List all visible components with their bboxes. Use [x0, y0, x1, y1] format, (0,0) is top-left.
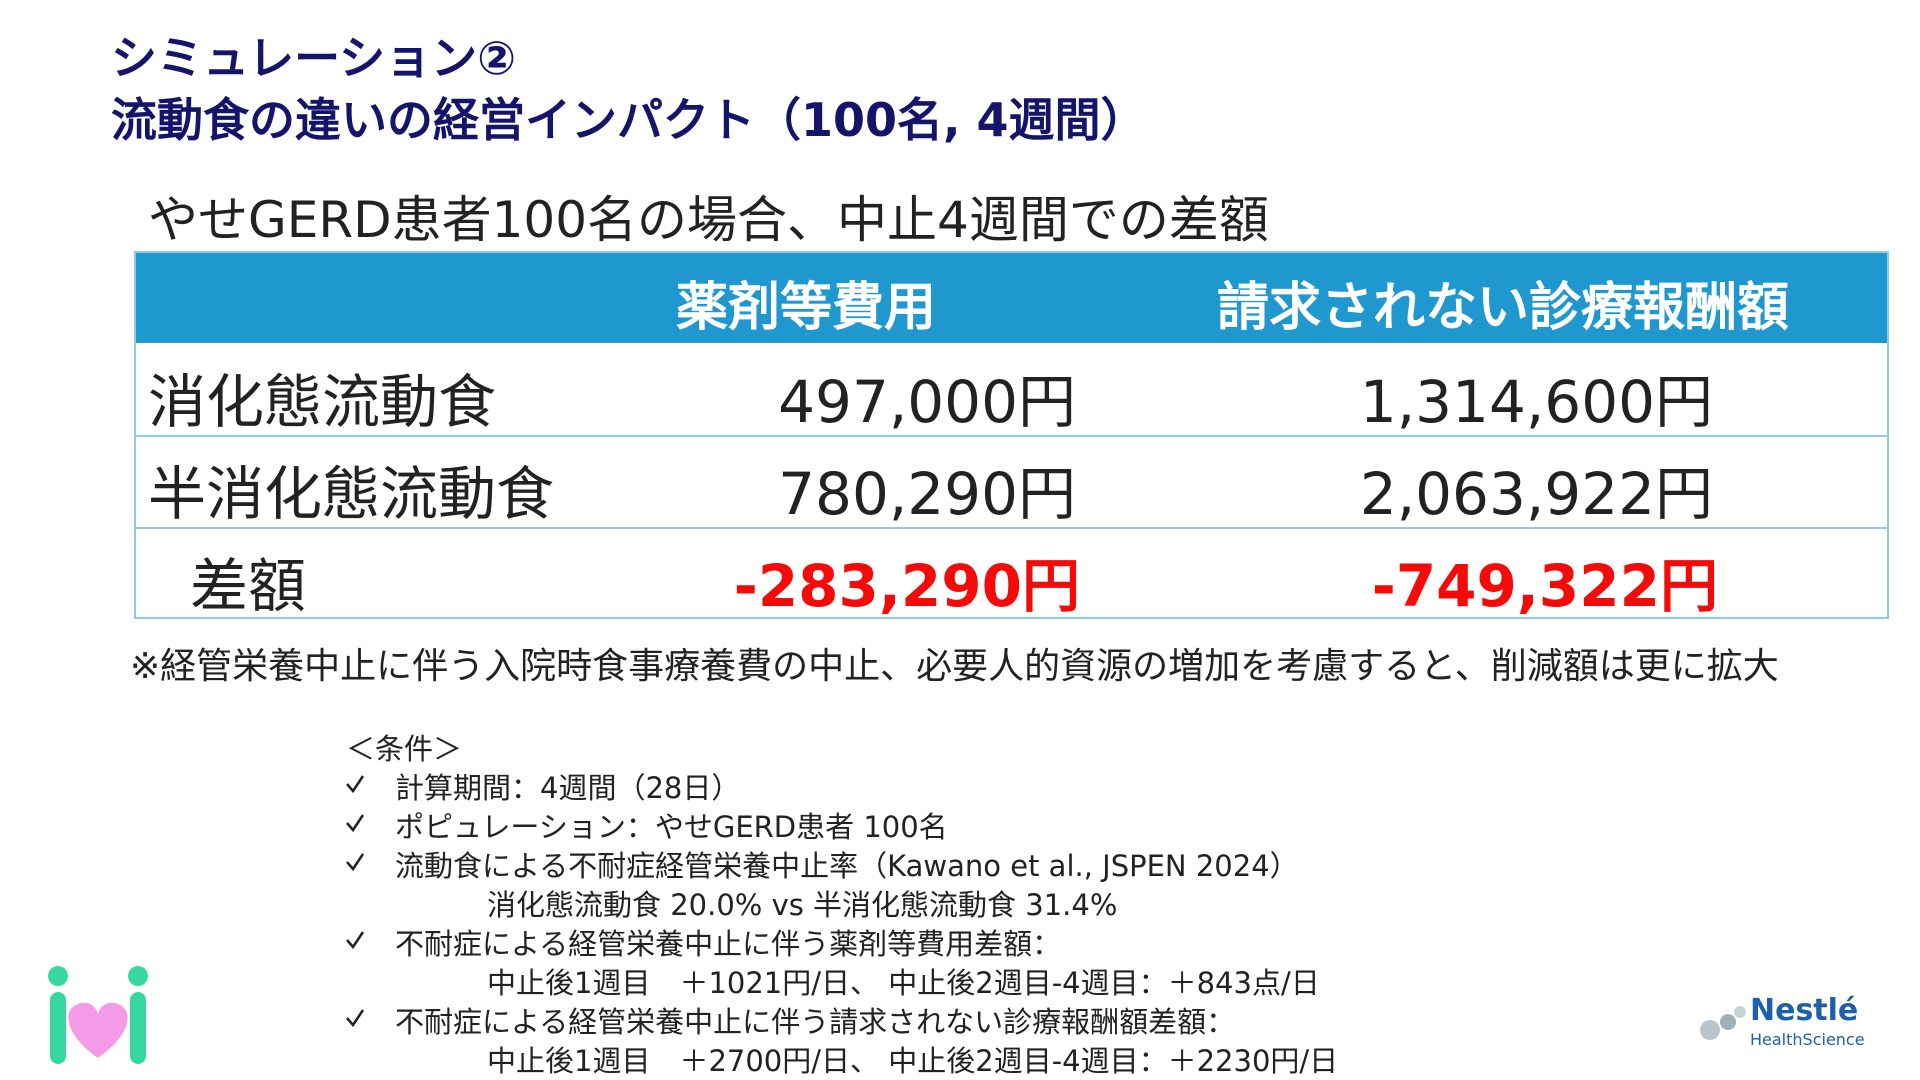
check-mark: [346, 853, 365, 872]
conditions-heading: ＜条件＞: [346, 732, 463, 766]
row-label: 差額: [190, 552, 307, 620]
check-mark: [346, 1009, 365, 1028]
condition-detail: 消化態流動食 20.0% vs 半消化態流動食 31.4%: [487, 888, 1118, 922]
check-mark: [346, 775, 365, 794]
cell: -749,322円: [1371, 552, 1718, 620]
cell: -283,290円: [733, 552, 1080, 620]
logo-brand: Nestlé: [1750, 993, 1859, 1028]
logo-dots: [1700, 1006, 1746, 1040]
subtitle: やせGERD患者100名の場合、中止4週間での差額: [148, 191, 1269, 249]
condition-detail: 中止後1週目 ＋1021円/日、 中止後2週目-4週目：＋843点/日: [487, 966, 1320, 1000]
row-label: 消化態流動食: [148, 368, 497, 436]
check-mark: [346, 814, 365, 833]
condition-item: ポピュレーション：やせGERD患者 100名: [395, 810, 948, 844]
note: ※経管栄養中止に伴う入院時食事療養費の中止、必要人的資源の増加を考慮すると、削減…: [130, 646, 1779, 687]
check-mark: [346, 931, 365, 950]
row-label: 半消化態流動食: [148, 460, 555, 528]
column-header: 薬剤等費用: [675, 278, 937, 338]
condition-item: 計算期間：4週間（28日）: [395, 771, 741, 805]
column-header: 請求されない診療報酬額: [1216, 278, 1790, 338]
condition-item: 流動食による不耐症経管栄養中止率（Kawano et al., JSPEN 20…: [395, 849, 1299, 883]
row-divider: [134, 527, 1889, 529]
cell: 780,290円: [778, 460, 1076, 528]
row-divider: [134, 435, 1889, 437]
cell: 1,314,600円: [1359, 368, 1713, 436]
table-header-band: [134, 251, 1889, 343]
logo-division: HealthScience: [1750, 1030, 1865, 1049]
cell: 497,000円: [778, 368, 1076, 436]
condition-detail: 中止後1週目 ＋2700円/日、 中止後2週目-4週目：＋2230円/日: [487, 1044, 1339, 1078]
title-line: 流動食の違いの経営インパクト（100名, 4週間）: [111, 93, 1147, 147]
logo-mark: [48, 966, 148, 1064]
title-line: シミュレーション②: [111, 31, 517, 85]
condition-item: 不耐症による経管栄養中止に伴う薬剤等費用差額：: [395, 927, 1062, 961]
condition-item: 不耐症による経管栄養中止に伴う請求されない診療報酬額差額：: [395, 1005, 1236, 1039]
cell: 2,063,922円: [1359, 460, 1713, 528]
